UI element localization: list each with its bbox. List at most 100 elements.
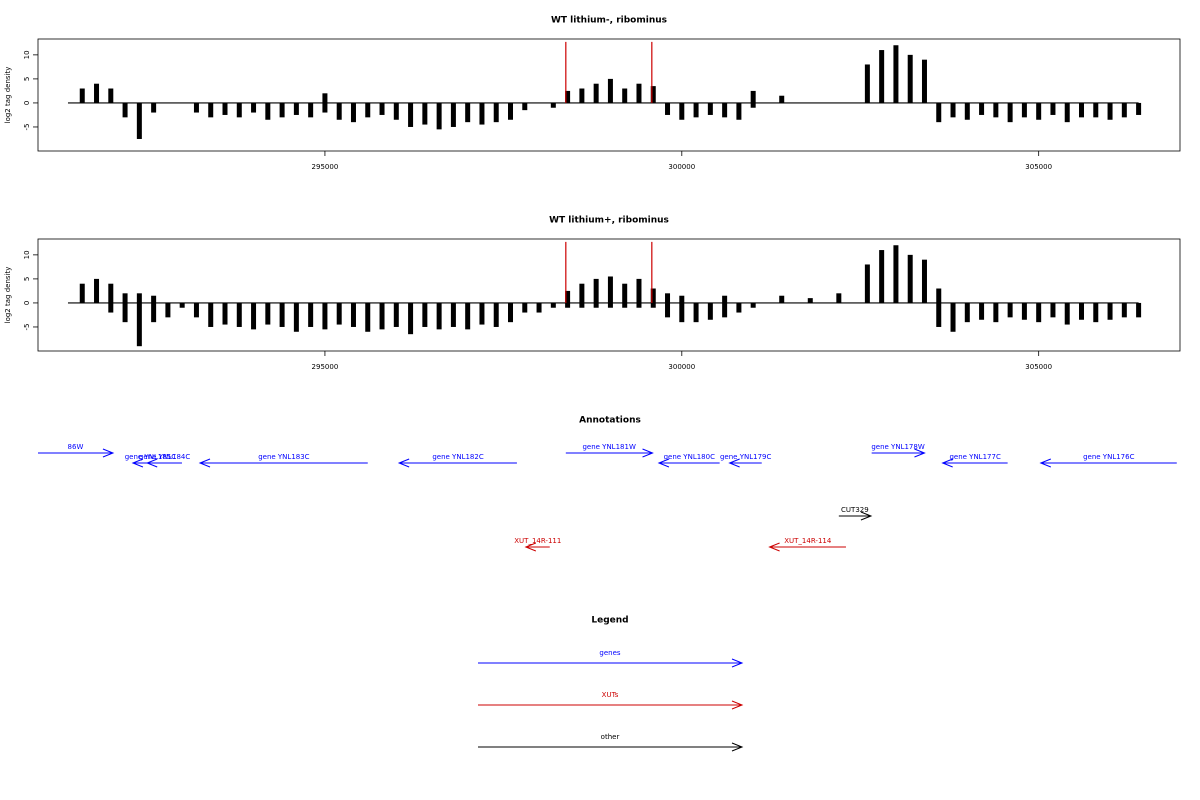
coverage-bar bbox=[236, 302, 242, 327]
coverage-bar bbox=[151, 102, 157, 113]
feature-label: gene YNL178W bbox=[871, 443, 924, 451]
coverage-bar bbox=[1107, 302, 1113, 320]
legend-label: XUTs bbox=[602, 691, 619, 699]
coverage-bar bbox=[750, 302, 756, 308]
feature-arrow-head bbox=[198, 458, 211, 468]
feature-label: XUT_14R-111 bbox=[514, 537, 561, 545]
coverage-bar bbox=[651, 241, 653, 303]
coverage-bar bbox=[151, 295, 157, 303]
coverage-bar bbox=[779, 95, 785, 103]
coverage-bar bbox=[408, 302, 414, 335]
coverage-bar bbox=[393, 102, 399, 120]
feature-arrow-head bbox=[768, 542, 780, 552]
coverage-bar bbox=[393, 302, 399, 327]
feature-label: gene YNL182C bbox=[432, 453, 483, 461]
coverage-bar bbox=[279, 302, 285, 327]
coverage-bar bbox=[550, 102, 556, 108]
coverage-bar bbox=[665, 293, 671, 303]
coverage-bar bbox=[665, 102, 671, 115]
y-axis-label: log2 tag density bbox=[4, 67, 12, 124]
coverage-bar bbox=[636, 83, 642, 103]
coverage-bar bbox=[807, 298, 813, 303]
legend-arrow-head bbox=[731, 700, 744, 710]
coverage-bar bbox=[508, 102, 514, 120]
feature-label: gene YNL179C bbox=[720, 453, 771, 461]
x-tick-label: 300000 bbox=[668, 163, 695, 171]
coverage-bar bbox=[593, 278, 599, 303]
coverage-bar bbox=[322, 302, 328, 330]
coverage-bar bbox=[836, 293, 842, 303]
coverage-bar bbox=[1064, 302, 1070, 325]
coverage-bar bbox=[993, 302, 999, 323]
coverage-bar bbox=[879, 50, 885, 103]
coverage-bar bbox=[1050, 302, 1056, 318]
feature-label: CUT329 bbox=[841, 506, 869, 514]
coverage-bar bbox=[650, 302, 656, 308]
x-tick-label: 295000 bbox=[312, 363, 339, 371]
coverage-bar bbox=[293, 102, 299, 115]
coverage-bar bbox=[350, 102, 356, 123]
feature-label: 86W bbox=[68, 443, 84, 451]
coverage-bar bbox=[136, 302, 142, 347]
y-tick-label: 5 bbox=[23, 277, 31, 281]
coverage-bar bbox=[522, 302, 528, 313]
coverage-bar bbox=[265, 102, 271, 120]
coverage-bar bbox=[750, 102, 756, 108]
coverage-bar bbox=[1036, 302, 1042, 323]
coverage-bar bbox=[1036, 102, 1042, 120]
x-tick-label: 295000 bbox=[312, 163, 339, 171]
coverage-bar bbox=[79, 283, 85, 303]
coverage-bar bbox=[179, 302, 185, 308]
y-tick-label: 10 bbox=[23, 50, 31, 59]
coverage-bar bbox=[108, 283, 114, 303]
coverage-bar bbox=[436, 102, 442, 130]
coverage-bar bbox=[707, 302, 713, 320]
feature-arrow-head bbox=[914, 448, 926, 458]
legend-arrow-head bbox=[731, 658, 744, 668]
coverage-bar bbox=[1079, 102, 1085, 118]
coverage-bar bbox=[479, 302, 485, 325]
coverage-bar bbox=[565, 241, 567, 303]
coverage-bar bbox=[936, 302, 942, 327]
x-tick-label: 305000 bbox=[1025, 363, 1052, 371]
coverage-bar bbox=[1064, 102, 1070, 123]
coverage-bar bbox=[136, 293, 142, 303]
coverage-bar bbox=[550, 302, 556, 308]
coverage-bar bbox=[136, 102, 142, 139]
y-tick-label: 10 bbox=[23, 250, 31, 259]
coverage-bar bbox=[1136, 302, 1142, 318]
coverage-bar bbox=[465, 302, 471, 330]
coverage-bar bbox=[921, 259, 927, 303]
coverage-bar bbox=[651, 41, 653, 103]
coverage-bar bbox=[864, 264, 870, 303]
coverage-bar bbox=[679, 102, 685, 120]
coverage-bar bbox=[308, 102, 314, 118]
coverage-bar bbox=[94, 83, 100, 103]
coverage-bar bbox=[950, 102, 956, 118]
coverage-bar bbox=[622, 302, 628, 308]
plot-frame bbox=[37, 38, 1181, 152]
coverage-bar bbox=[893, 245, 899, 303]
feature-arrow-head bbox=[131, 458, 144, 468]
coverage-bar bbox=[108, 302, 114, 313]
feature-label: gene YNL177C bbox=[949, 453, 1000, 461]
coverage-bar bbox=[679, 302, 685, 323]
chart-title: WT lithium+, ribominus bbox=[549, 216, 669, 226]
feature-arrow-head bbox=[102, 448, 115, 458]
coverage-bar bbox=[208, 302, 214, 327]
coverage-bar bbox=[750, 90, 756, 103]
feature-arrow-head bbox=[941, 458, 953, 468]
coverage-bar bbox=[322, 93, 328, 103]
feature-label: gene YNL180C bbox=[664, 453, 715, 461]
x-tick-label: 300000 bbox=[668, 363, 695, 371]
coverage-bar bbox=[622, 88, 628, 103]
coverage-bar bbox=[607, 78, 613, 103]
coverage-bar bbox=[722, 295, 728, 303]
feature-arrow-head bbox=[1039, 458, 1052, 468]
coverage-bar bbox=[879, 250, 885, 303]
coverage-bar bbox=[408, 102, 414, 127]
coverage-bar bbox=[165, 302, 171, 318]
coverage-bar bbox=[236, 102, 242, 118]
coverage-bar bbox=[465, 102, 471, 123]
feature-arrow-head bbox=[397, 458, 410, 468]
